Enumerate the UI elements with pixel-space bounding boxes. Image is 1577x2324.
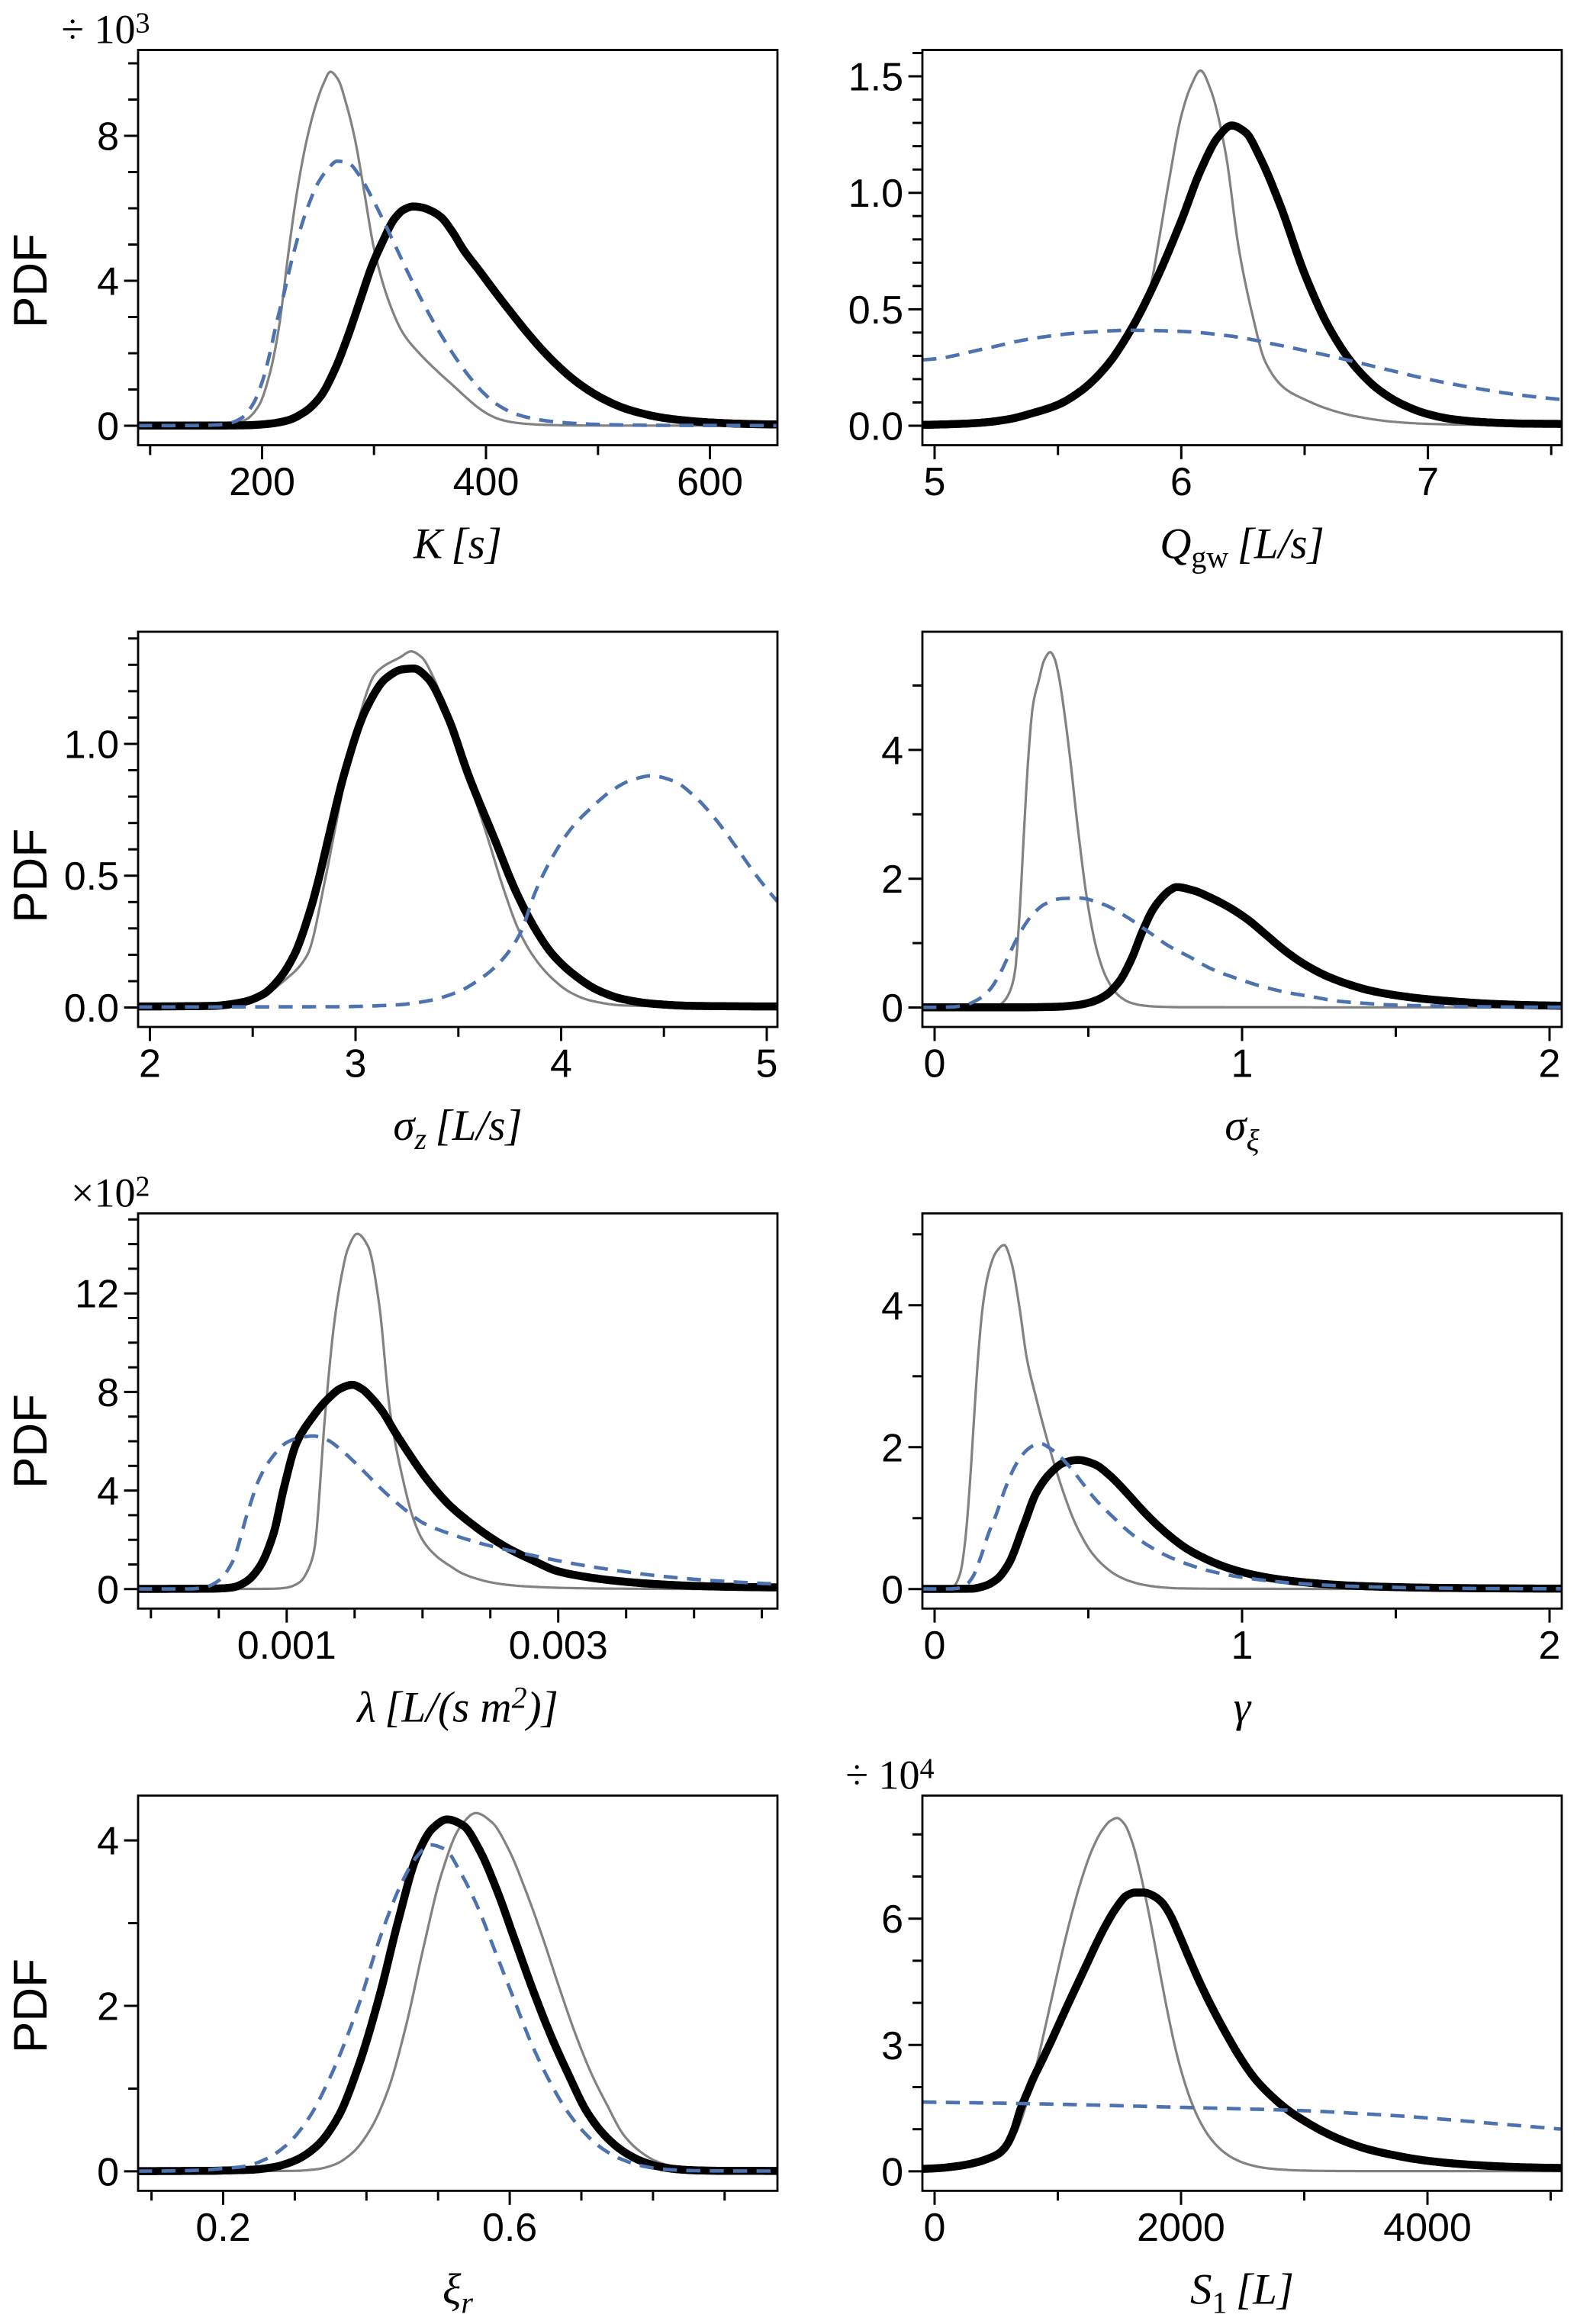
svg-text:3: 3 [881, 2024, 903, 2068]
svg-text:2: 2 [97, 1985, 119, 2029]
svg-text:γ: γ [1234, 1683, 1252, 1731]
svg-text:0.0: 0.0 [64, 987, 119, 1031]
svg-text:4: 4 [97, 1820, 119, 1864]
svg-text:2: 2 [881, 858, 903, 902]
svg-text:600: 600 [677, 460, 743, 504]
svg-text:1.0: 1.0 [64, 723, 119, 768]
svg-text:1.0: 1.0 [848, 172, 903, 216]
svg-text:1: 1 [1231, 1624, 1254, 1668]
svg-text:0: 0 [881, 2150, 903, 2194]
svg-text:×102: ×102 [71, 1170, 150, 1215]
svg-text:12: 12 [75, 1273, 119, 1317]
svg-text:K [s]: K [s] [413, 520, 502, 568]
svg-text:4: 4 [881, 1284, 903, 1328]
svg-text:5: 5 [756, 1042, 778, 1086]
svg-text:400: 400 [453, 460, 520, 504]
svg-text:0: 0 [97, 1568, 119, 1612]
svg-text:8: 8 [97, 1371, 119, 1415]
svg-text:0.0: 0.0 [848, 405, 903, 449]
svg-text:÷ 104: ÷ 104 [845, 1752, 934, 1798]
svg-text:Qgw [L/s]: Qgw [L/s] [1160, 520, 1324, 575]
svg-text:0: 0 [924, 1624, 946, 1668]
svg-text:7: 7 [1417, 460, 1439, 504]
svg-text:0: 0 [881, 987, 903, 1031]
svg-text:3: 3 [345, 1042, 367, 1086]
svg-text:2000: 2000 [1137, 2206, 1225, 2250]
svg-text:PDF: PDF [5, 1959, 57, 2053]
svg-text:1.5: 1.5 [848, 56, 903, 100]
svg-text:5: 5 [924, 460, 946, 504]
svg-text:PDF: PDF [5, 1394, 57, 1489]
svg-text:4: 4 [97, 1469, 119, 1514]
svg-text:1: 1 [1231, 1042, 1254, 1086]
svg-text:0: 0 [97, 405, 119, 449]
svg-text:÷ 103: ÷ 103 [61, 7, 150, 53]
svg-text:2: 2 [1539, 1042, 1561, 1086]
svg-text:6: 6 [881, 1898, 903, 1942]
svg-text:4: 4 [881, 729, 903, 773]
svg-text:4000: 4000 [1383, 2206, 1472, 2250]
svg-text:4: 4 [550, 1042, 572, 1086]
svg-text:0: 0 [97, 2150, 119, 2194]
svg-text:PDF: PDF [5, 829, 57, 923]
svg-text:0: 0 [924, 2206, 946, 2250]
svg-text:2: 2 [139, 1042, 161, 1086]
svg-text:4: 4 [97, 260, 119, 304]
svg-text:σz [L/s]: σz [L/s] [393, 1102, 522, 1156]
svg-text:0.5: 0.5 [848, 288, 903, 333]
svg-text:200: 200 [229, 460, 295, 504]
svg-text:0.5: 0.5 [64, 855, 119, 899]
svg-text:8: 8 [97, 115, 119, 159]
svg-text:S1 [L]: S1 [L] [1190, 2265, 1294, 2319]
svg-text:0.6: 0.6 [482, 2206, 537, 2250]
svg-text:2: 2 [1539, 1624, 1561, 1668]
svg-text:6: 6 [1170, 460, 1192, 504]
svg-text:2: 2 [881, 1426, 903, 1470]
svg-text:PDF: PDF [5, 233, 57, 328]
svg-text:0: 0 [924, 1042, 946, 1086]
svg-text:λ [L/(s m2)]: λ [L/(s m2)] [356, 1680, 558, 1731]
svg-text:0.2: 0.2 [195, 2206, 250, 2250]
svg-text:0: 0 [881, 1568, 903, 1612]
svg-text:0.001: 0.001 [237, 1624, 336, 1668]
svg-text:0.003: 0.003 [509, 1624, 608, 1668]
